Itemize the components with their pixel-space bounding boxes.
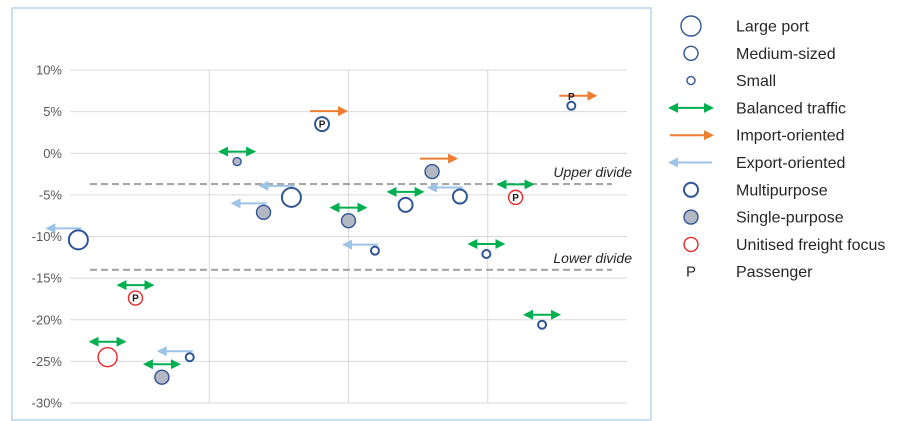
port-marker	[67, 229, 89, 251]
port-marker	[507, 189, 524, 206]
data-point	[424, 163, 440, 180]
legend-label: Unitised freight focus	[736, 237, 885, 254]
traffic-arrows	[45, 90, 598, 370]
legend-item-passenger: P Passenger	[686, 264, 813, 282]
y-axis-ticks: 10% 5% 0% -5% -10% -15% -20% -25% -30%	[32, 63, 63, 411]
unitised-symbol	[683, 236, 699, 253]
data-point: P	[566, 92, 577, 111]
chart-frame	[11, 7, 652, 421]
port-marker	[280, 186, 302, 208]
port-marker	[397, 196, 414, 213]
legend-label: Large port	[736, 19, 809, 36]
port-marker	[451, 188, 468, 205]
data-point	[481, 248, 492, 259]
data-point	[97, 347, 118, 368]
data-point	[397, 196, 414, 213]
data-point: P	[507, 189, 524, 206]
data-point: P	[127, 290, 144, 306]
passenger-label: P	[568, 92, 575, 103]
divides: Upper divide Lower divide	[90, 164, 632, 271]
legend-label: Medium-sized	[736, 46, 836, 63]
multipurpose-symbol	[683, 181, 699, 198]
legend-item-import: Import-oriented	[670, 128, 845, 145]
y-tick-label: -20%	[32, 312, 63, 327]
data-point	[340, 212, 357, 229]
passenger-label: P	[512, 193, 519, 204]
legend-item-multipurpose: Multipurpose	[683, 181, 828, 199]
small-port-symbol	[686, 75, 696, 86]
data-point	[280, 186, 302, 208]
data-point	[232, 156, 242, 167]
y-tick-label: 5%	[43, 104, 62, 119]
passenger-label: P	[319, 120, 326, 131]
port-marker	[255, 204, 272, 221]
legend-item-large: Large port	[680, 15, 809, 37]
data-point	[255, 204, 272, 221]
data-point	[154, 369, 170, 385]
legend-item-unitised: Unitised freight focus	[683, 236, 885, 254]
port-marker	[424, 163, 440, 180]
data-point	[184, 352, 195, 363]
y-tick-label: -25%	[32, 354, 63, 369]
port-marker	[566, 100, 577, 111]
passenger-label: P	[132, 294, 139, 305]
legend-label: Import-oriented	[736, 128, 845, 145]
legend-label: Export-oriented	[736, 155, 845, 172]
legend-label: Multipurpose	[736, 182, 828, 199]
legend-item-small: Small	[686, 73, 776, 90]
port-marker	[184, 352, 195, 363]
port-marker	[369, 245, 380, 256]
y-tick-label: -15%	[32, 271, 63, 286]
single-purpose-symbol	[683, 209, 699, 225]
legend-label: Passenger	[736, 264, 813, 281]
y-tick-label: -5%	[39, 187, 63, 202]
large-port-symbol	[680, 15, 702, 37]
y-tick-label: 10%	[36, 63, 62, 78]
legend-item-medium: Medium-sized	[683, 45, 836, 63]
data-point	[369, 245, 380, 256]
grid	[70, 69, 627, 404]
port-marker	[314, 116, 331, 133]
data-point	[451, 188, 468, 205]
passenger-symbol: P	[686, 264, 696, 281]
divide-label: Lower divide	[553, 250, 632, 266]
legend-label: Balanced traffic	[736, 100, 846, 117]
data-point	[67, 229, 89, 251]
legend-label: Single-purpose	[736, 210, 844, 227]
divide-label: Upper divide	[553, 164, 632, 180]
y-tick-label: -10%	[32, 229, 63, 244]
legend: Large port Medium-sized Small Balanced traf…	[668, 15, 885, 282]
port-marker	[481, 248, 492, 259]
port-marker	[232, 156, 242, 167]
port-marker	[127, 290, 144, 306]
port-marker	[340, 212, 357, 229]
data-point: P	[314, 116, 331, 133]
legend-item-balanced: Balanced traffic	[668, 100, 846, 117]
medium-port-symbol	[683, 45, 699, 61]
y-tick-label: 0%	[43, 146, 62, 161]
port-marker	[537, 319, 548, 330]
y-tick-label: -30%	[32, 396, 63, 411]
legend-item-export: Export-oriented	[668, 155, 845, 172]
legend-item-single-purpose: Single-purpose	[683, 209, 844, 227]
port-marker	[154, 369, 170, 385]
data-points: P P P P	[67, 92, 577, 385]
data-point	[537, 319, 548, 330]
port-marker	[97, 347, 118, 368]
legend-label: Small	[736, 73, 776, 90]
